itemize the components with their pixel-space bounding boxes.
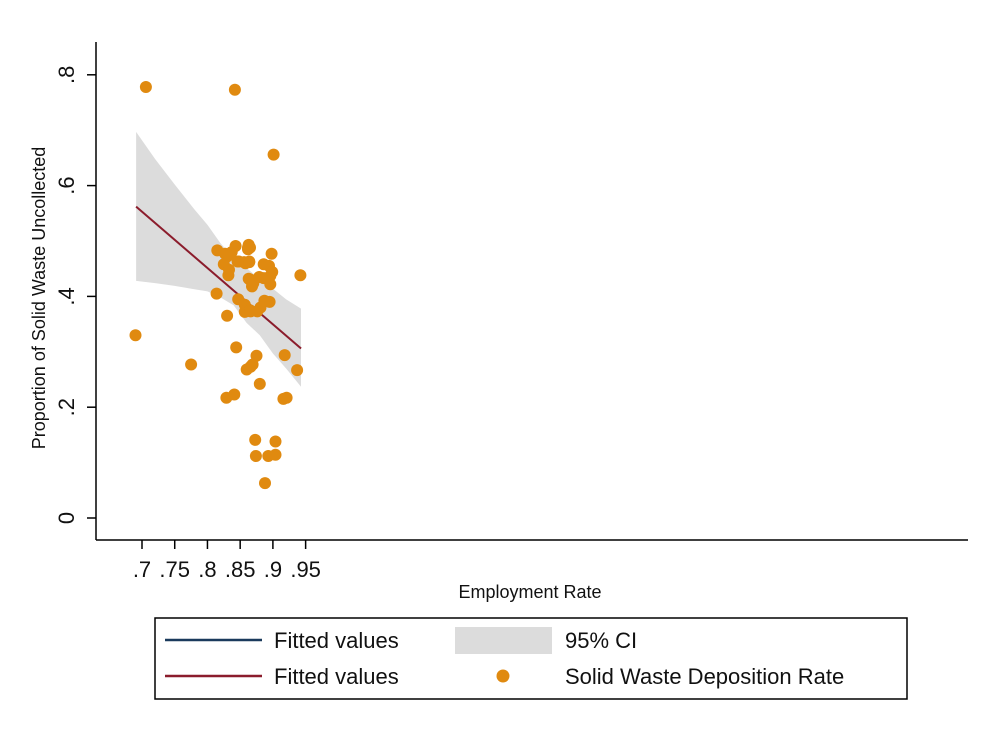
- data-point: [250, 349, 263, 362]
- data-point: [139, 81, 152, 93]
- x-tick-label: .75: [159, 557, 190, 582]
- legend: Fitted values 95% CI Fitted values Solid…: [154, 617, 908, 700]
- data-point: [280, 391, 293, 404]
- x-tick-label: .95: [290, 557, 321, 582]
- data-point: [269, 448, 282, 461]
- fitted-line: [135, 205, 302, 350]
- data-point: [294, 269, 307, 282]
- data-point: [249, 433, 262, 446]
- data-point: [185, 358, 198, 371]
- legend-label-ci: 95% CI: [565, 628, 637, 653]
- data-point: [269, 435, 282, 448]
- data-point: [228, 388, 241, 401]
- x-tick-label: .8: [198, 557, 216, 582]
- confidence-band: [136, 131, 301, 387]
- data-point: [267, 148, 280, 161]
- data-point: [264, 278, 277, 291]
- data-point: [221, 309, 234, 322]
- y-tick-label: .4: [54, 287, 79, 305]
- data-point: [278, 349, 291, 362]
- data-point: [291, 364, 304, 377]
- data-point: [129, 329, 142, 342]
- data-point: [210, 287, 223, 300]
- x-axis-ticks: .7 .75 .8 .85 .9 .95: [133, 540, 321, 582]
- y-axis-title: Proportion of Solid Waste Uncollected: [29, 147, 49, 449]
- y-tick-label: .6: [54, 176, 79, 194]
- y-axis-ticks: 0 .2 .4 .6 .8: [54, 66, 96, 524]
- data-point: [230, 341, 243, 354]
- data-point: [259, 477, 271, 490]
- data-point: [243, 255, 256, 268]
- data-point: [266, 266, 279, 278]
- legend-ci-swatch: [455, 627, 552, 654]
- data-point: [249, 450, 262, 462]
- x-tick-label: .7: [133, 557, 151, 582]
- data-point: [223, 263, 235, 276]
- x-tick-label: .9: [264, 557, 282, 582]
- data-point: [265, 247, 278, 260]
- scatter-points: [129, 81, 307, 490]
- data-point: [253, 377, 266, 390]
- y-tick-label: .8: [54, 66, 79, 84]
- data-point: [229, 240, 242, 252]
- legend-label-deposition-rate: Solid Waste Deposition Rate: [565, 664, 844, 689]
- data-point: [228, 83, 241, 96]
- data-point: [244, 241, 256, 254]
- data-point: [263, 295, 276, 308]
- y-tick-label: 0: [54, 512, 79, 524]
- legend-marker-swatch: [496, 669, 510, 683]
- legend-label-fitted-values-2: Fitted values: [274, 664, 399, 689]
- y-tick-label: .2: [54, 398, 79, 416]
- x-tick-label: .85: [225, 557, 256, 582]
- legend-label-fitted-values: Fitted values: [274, 628, 399, 653]
- x-axis-title: Employment Rate: [458, 582, 601, 602]
